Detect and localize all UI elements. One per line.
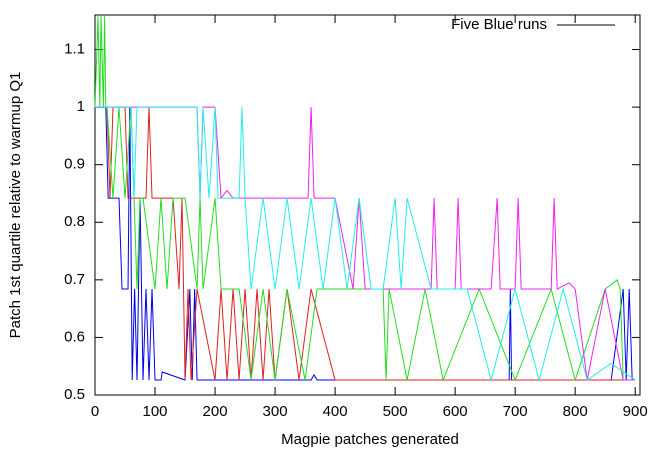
- x-tick-label: 500: [383, 403, 408, 420]
- x-tick-label: 200: [203, 403, 228, 420]
- x-tick-label: 0: [91, 403, 99, 420]
- y-tick-label: 0.5: [64, 386, 85, 403]
- series-line: [95, 106, 636, 381]
- y-tick-label: 0.6: [64, 328, 85, 345]
- series-line: [95, 106, 636, 381]
- x-tick-label: 300: [263, 403, 288, 420]
- y-tick-label: 0.9: [64, 156, 85, 173]
- y-tick-label: 1: [77, 98, 85, 115]
- x-tick-label: 800: [563, 403, 588, 420]
- x-tick-label: 700: [503, 403, 528, 420]
- series-line: [95, 106, 636, 382]
- plot-frame: [94, 14, 641, 396]
- series-line: [95, 106, 636, 381]
- x-tick-label: 600: [443, 403, 468, 420]
- x-tick-label: 100: [143, 403, 168, 420]
- y-tick-label: 1.1: [64, 41, 85, 58]
- x-axis-label: Magpie patches generated: [281, 431, 459, 448]
- x-tick-label: 400: [323, 403, 348, 420]
- legend-label: Five Blue runs: [451, 16, 547, 33]
- y-tick-label: 0.7: [64, 271, 85, 288]
- x-tick-label: 900: [623, 403, 648, 420]
- y-tick-label: 0.8: [64, 213, 85, 230]
- y-axis-label: Patch 1st quartile relative to warmup Q1: [7, 72, 24, 339]
